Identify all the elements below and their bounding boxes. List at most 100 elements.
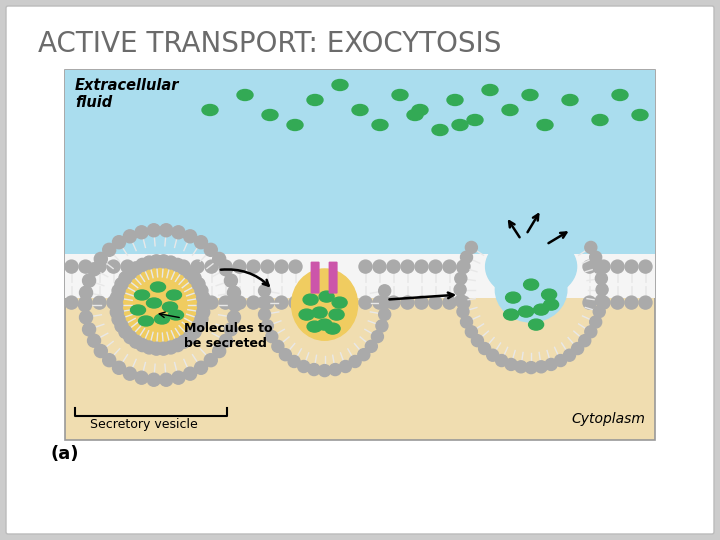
Circle shape (233, 296, 246, 309)
Ellipse shape (150, 282, 166, 292)
Circle shape (119, 272, 132, 285)
Ellipse shape (138, 316, 153, 326)
Circle shape (130, 262, 143, 275)
Ellipse shape (319, 291, 334, 302)
Circle shape (461, 251, 472, 263)
Circle shape (545, 359, 557, 370)
Ellipse shape (522, 90, 538, 100)
Text: Cytoplasm: Cytoplasm (571, 412, 645, 426)
Ellipse shape (352, 105, 368, 116)
Circle shape (220, 263, 233, 276)
Circle shape (149, 260, 162, 273)
Circle shape (171, 339, 184, 352)
Text: Extracellular
fluid: Extracellular fluid (75, 78, 179, 110)
Circle shape (579, 335, 590, 347)
Circle shape (379, 296, 392, 308)
Circle shape (136, 258, 149, 272)
Circle shape (454, 284, 466, 295)
Circle shape (461, 316, 472, 328)
Circle shape (465, 241, 477, 253)
Ellipse shape (130, 305, 145, 315)
Circle shape (595, 273, 608, 285)
Circle shape (143, 256, 156, 269)
Circle shape (564, 349, 575, 361)
Circle shape (88, 334, 101, 347)
Circle shape (112, 313, 125, 326)
Circle shape (65, 260, 78, 273)
Ellipse shape (485, 234, 577, 299)
Ellipse shape (482, 84, 498, 96)
Circle shape (611, 260, 624, 273)
Circle shape (78, 299, 91, 312)
Ellipse shape (407, 110, 423, 120)
Circle shape (204, 354, 217, 367)
Circle shape (593, 306, 606, 318)
Ellipse shape (392, 90, 408, 100)
Circle shape (192, 319, 205, 332)
Circle shape (387, 260, 400, 273)
Circle shape (572, 342, 584, 355)
Circle shape (349, 355, 361, 368)
Circle shape (625, 296, 638, 309)
Circle shape (121, 260, 134, 273)
Circle shape (157, 255, 170, 268)
Circle shape (401, 296, 414, 309)
Circle shape (639, 260, 652, 273)
Circle shape (112, 284, 125, 298)
Circle shape (220, 334, 233, 347)
Circle shape (258, 285, 271, 297)
Circle shape (83, 274, 96, 287)
Ellipse shape (202, 105, 218, 116)
Circle shape (373, 296, 386, 309)
Circle shape (275, 296, 288, 309)
Circle shape (135, 296, 148, 309)
Circle shape (115, 278, 128, 291)
Circle shape (103, 244, 116, 256)
Circle shape (365, 340, 377, 352)
Circle shape (148, 373, 161, 386)
Circle shape (94, 252, 107, 266)
Circle shape (65, 296, 78, 309)
Circle shape (194, 236, 207, 249)
Circle shape (247, 296, 260, 309)
Ellipse shape (452, 119, 468, 131)
Circle shape (535, 361, 547, 373)
Ellipse shape (447, 94, 463, 105)
Circle shape (135, 226, 148, 239)
Circle shape (247, 260, 260, 273)
Circle shape (107, 296, 120, 309)
Ellipse shape (163, 302, 178, 312)
Circle shape (505, 359, 517, 370)
Circle shape (135, 371, 148, 384)
Ellipse shape (412, 105, 428, 116)
Circle shape (583, 260, 596, 273)
Circle shape (225, 323, 238, 336)
Circle shape (487, 349, 499, 361)
Ellipse shape (592, 114, 608, 125)
Ellipse shape (541, 289, 557, 300)
Circle shape (192, 278, 205, 291)
Circle shape (331, 296, 344, 309)
Circle shape (288, 355, 300, 368)
Circle shape (379, 285, 391, 297)
Circle shape (197, 306, 210, 319)
Circle shape (188, 326, 201, 339)
Circle shape (228, 286, 240, 299)
Ellipse shape (495, 257, 567, 322)
Circle shape (593, 261, 606, 274)
Circle shape (590, 316, 602, 328)
Circle shape (219, 260, 232, 273)
Circle shape (372, 330, 384, 342)
Ellipse shape (503, 309, 518, 320)
Circle shape (136, 339, 149, 352)
FancyBboxPatch shape (6, 6, 714, 534)
Ellipse shape (168, 310, 184, 320)
Ellipse shape (528, 319, 544, 330)
Ellipse shape (632, 110, 648, 120)
Circle shape (308, 363, 320, 375)
Ellipse shape (372, 119, 388, 131)
Circle shape (184, 230, 197, 243)
Ellipse shape (329, 309, 344, 320)
Ellipse shape (146, 298, 161, 308)
Circle shape (191, 296, 204, 309)
